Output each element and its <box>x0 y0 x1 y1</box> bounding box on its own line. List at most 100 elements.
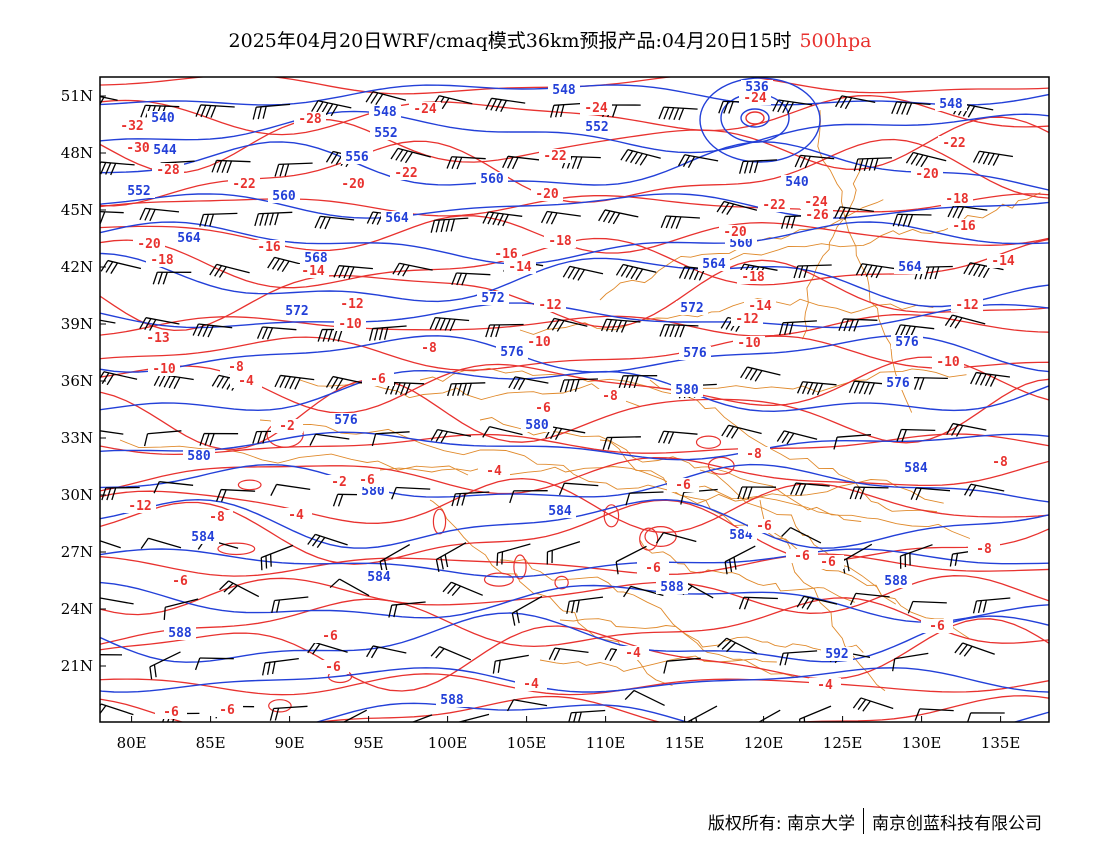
wind-barb <box>314 215 355 230</box>
contour-label: -14 <box>301 264 325 279</box>
contour-label: -8 <box>209 510 225 525</box>
contour-label: -16 <box>952 219 976 234</box>
wind-barb <box>508 376 549 391</box>
contour-label: 588 <box>168 626 192 641</box>
wind-barb <box>435 542 467 573</box>
wind-barb <box>451 272 491 286</box>
wind-barb <box>199 432 239 446</box>
contour-label: 564 <box>702 257 726 272</box>
wind-barb <box>211 159 251 174</box>
wind-barb <box>391 486 431 500</box>
contour-label: -14 <box>748 299 772 314</box>
contour-label: 572 <box>285 304 308 319</box>
contour-label: 580 <box>187 449 211 464</box>
wind-barb <box>371 431 410 447</box>
wind-barb <box>261 657 299 676</box>
contour-label: 588 <box>440 693 464 708</box>
wind-barb <box>447 382 486 397</box>
wind-barb <box>192 323 233 338</box>
contour-label: -6 <box>645 561 661 576</box>
contour-label: -10 <box>338 317 362 332</box>
contour-label: -10 <box>152 362 176 377</box>
contour-label: 560 <box>272 189 296 204</box>
copyright-left: 版权所有: 南京大学 <box>707 813 855 834</box>
wind-barb <box>793 264 832 279</box>
axis-ticks: 80E 85E 90E 95E 100E 105E 110E 115E 120E 125E 130E… <box>61 87 1021 752</box>
contour-label: -22 <box>543 149 566 164</box>
contour-label: -14 <box>991 254 1015 269</box>
wind-barb <box>506 699 548 712</box>
contour-label: -2 <box>279 419 295 434</box>
lat-label: 33N <box>61 429 93 447</box>
wind-barb <box>655 532 697 544</box>
wind-barb <box>972 150 1014 166</box>
wind-barb <box>270 483 311 497</box>
wind-barb <box>776 430 818 445</box>
wind-barb <box>540 210 581 225</box>
wind-barb <box>446 156 486 170</box>
contour-label: -4 <box>288 508 304 523</box>
wind-barb <box>794 154 835 169</box>
contour-label: -14 <box>508 260 532 275</box>
lon-label: 95E <box>354 734 384 752</box>
lat-label: 45N <box>61 201 93 219</box>
contour-label: -28 <box>298 112 322 127</box>
contour-label: 552 <box>374 126 397 141</box>
contour-label: -10 <box>936 355 960 370</box>
contour-label: 556 <box>345 150 369 165</box>
contour-label: -12 <box>735 312 758 327</box>
wind-barb <box>615 545 647 575</box>
wind-barb <box>658 430 698 444</box>
contour-label: 552 <box>585 120 608 135</box>
contour-label: 548 <box>373 105 397 120</box>
contour-label: -20 <box>535 187 559 202</box>
title-text: 2025年04月20日WRF/cmaq模式36km预报产品:04月20日15时 <box>228 30 792 52</box>
contour-label: -8 <box>746 447 762 462</box>
contour-label: 580 <box>525 418 549 433</box>
wind-barb <box>899 544 933 569</box>
wind-barb <box>140 537 182 549</box>
lat-label: 30N <box>61 486 93 504</box>
wind-barb <box>100 653 123 656</box>
wind-barb <box>618 375 658 389</box>
wind-barb <box>209 263 250 278</box>
wind-barb <box>485 323 524 338</box>
contour-label: 560 <box>480 172 504 187</box>
wind-barb <box>492 654 529 674</box>
contour-label: -12 <box>340 297 363 312</box>
map-title: 2025年04月20日WRF/cmaq模式36km预报产品:04月20日15时 5… <box>0 26 1100 53</box>
wind-barb <box>502 155 542 170</box>
contour-label: -24 <box>584 101 608 116</box>
contour-label: -20 <box>341 177 365 192</box>
wind-barb <box>796 595 838 610</box>
contour-label: -6 <box>172 574 188 589</box>
wind-barb <box>100 316 116 324</box>
wind-barb <box>546 540 581 565</box>
wind-barb <box>260 544 294 571</box>
contour-label: 560 <box>729 236 753 251</box>
contour-label: -28 <box>156 163 180 178</box>
wind-barb <box>853 157 892 172</box>
contour-label: 564 <box>177 231 201 246</box>
wind-barb <box>392 262 433 277</box>
wind-barb <box>139 317 180 331</box>
contour-label: 564 <box>898 260 922 275</box>
lat-label: 48N <box>61 144 93 162</box>
contour-label: 544 <box>153 143 177 158</box>
lat-label: 24N <box>61 600 93 618</box>
wind-barb <box>139 207 180 222</box>
wind-barb <box>796 381 837 396</box>
contour-label: -18 <box>150 253 174 268</box>
wind-barb <box>274 374 315 390</box>
contour-label: 564 <box>385 211 409 226</box>
wind-barb <box>970 371 1010 387</box>
contour-label: 568 <box>304 251 328 266</box>
wind-barb <box>329 578 370 597</box>
wind-barb <box>833 434 872 450</box>
wind-barb <box>750 709 781 722</box>
wind-barb <box>852 697 894 712</box>
wind-barb <box>482 426 523 438</box>
title-level: 500hpa <box>799 30 872 52</box>
